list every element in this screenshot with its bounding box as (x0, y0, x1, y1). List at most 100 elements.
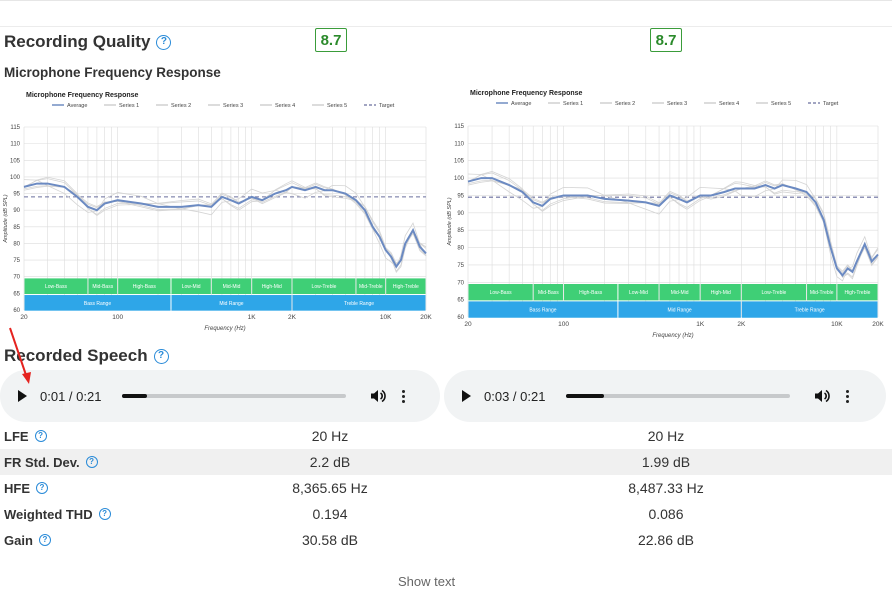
legend-entry: Series 3 (223, 103, 243, 109)
band-label: High-Bass (579, 290, 603, 296)
series-line-average (23, 182, 427, 269)
show-text-link[interactable]: Show text (398, 574, 456, 589)
legend-entry: Series 2 (171, 103, 191, 109)
x-axis-label: Frequency (Hz) (652, 333, 693, 339)
more-options-icon[interactable] (846, 389, 849, 403)
audio-player-right: 0:03 / 0:21 (444, 370, 886, 422)
band-bar (741, 284, 807, 301)
band-label: Low-Treble (312, 284, 337, 290)
band-label: Low-Bass (490, 290, 512, 296)
chart-title: Microphone Frequency Response (26, 92, 139, 99)
y-tick-label: 105 (454, 159, 465, 165)
y-tick-label: 80 (13, 241, 20, 247)
legend-entry: Average (511, 101, 531, 107)
measurement-value-right: 0.086 (648, 506, 684, 522)
y-tick-label: 110 (10, 142, 20, 148)
band-label: Low-Treble (762, 290, 787, 296)
measurement-value-right: 20 Hz (647, 428, 685, 444)
measurement-label: Gain (4, 532, 33, 548)
volume-icon[interactable] (370, 388, 386, 404)
legend-entry: Series 5 (771, 101, 791, 107)
series-line-faint (467, 179, 879, 274)
measurement-value-left: 8,365.65 Hz (292, 480, 368, 496)
measurement-label: FR Std. Dev. (4, 454, 80, 470)
x-tick-label: 20 (20, 314, 28, 321)
legend-entry: Target (823, 101, 839, 107)
help-icon[interactable]: ? (36, 482, 48, 494)
series-line-faint (23, 178, 427, 273)
legend-entry: Series 1 (563, 101, 583, 107)
series-line-faint (467, 171, 879, 280)
recorded-speech-title: Recorded Speech (4, 346, 148, 365)
seek-progress (566, 394, 605, 398)
x-tick-label: 100 (558, 321, 569, 328)
band-label: Mid-Mid (671, 290, 689, 296)
legend-entry: Series 4 (719, 101, 739, 107)
band-label: Low-Mid (182, 284, 201, 290)
measurement-label: HFE (4, 480, 30, 496)
series-line-faint (467, 172, 879, 279)
audio-time: 0:01 / 0:21 (40, 388, 102, 404)
measurement-label: LFE (4, 428, 29, 444)
legend-entry: Target (379, 103, 395, 109)
band-bar (618, 284, 659, 301)
help-icon[interactable]: ? (85, 456, 98, 468)
band-label: Mid-Mid (223, 284, 241, 290)
band-bar (88, 278, 118, 295)
header-divider (0, 26, 892, 27)
band-label: Mid Range (219, 301, 243, 307)
frequency-response-chart-left: Microphone Frequency Response Average Seri… (0, 86, 440, 338)
band-label: Bass Range (84, 301, 111, 307)
help-icon[interactable]: ? (98, 508, 111, 520)
help-icon[interactable]: ? (34, 430, 47, 442)
series-line-average (467, 177, 879, 277)
legend-entry: Series 3 (667, 101, 687, 107)
y-tick-label: 95 (457, 193, 464, 199)
band-bar (533, 284, 564, 301)
band-bar (386, 278, 426, 295)
band-bar (659, 284, 700, 301)
x-tick-label: 1K (248, 314, 257, 321)
band-label: High-Mid (711, 290, 731, 296)
band-label: High-Treble (844, 290, 870, 296)
y-tick-label: 70 (457, 280, 464, 286)
band-label: Mid Range (668, 308, 692, 314)
play-button[interactable] (462, 390, 471, 402)
help-icon[interactable]: ? (153, 348, 169, 364)
band-label: Low-Bass (45, 284, 67, 290)
y-tick-label: 90 (13, 208, 20, 214)
x-tick-label: 2K (737, 321, 746, 328)
band-bar (292, 278, 356, 295)
band-label: High-Treble (393, 284, 419, 290)
y-tick-label: 95 (13, 192, 20, 198)
x-tick-label: 10K (831, 321, 843, 328)
band-bar (252, 278, 292, 295)
seek-bar[interactable] (566, 394, 790, 398)
more-options-icon[interactable] (402, 389, 405, 403)
frequency-response-chart-right: Microphone Frequency Response Average Seri… (443, 84, 888, 342)
series-line-faint (23, 179, 427, 268)
band-label: Treble Range (795, 308, 825, 314)
frequency-response-title: Microphone Frequency Response (4, 65, 221, 80)
help-icon[interactable]: ? (38, 534, 51, 546)
series-line-faint (23, 183, 427, 266)
y-tick-label: 110 (454, 141, 464, 147)
band-label: Bass Range (529, 308, 556, 314)
band-label: High-Bass (133, 284, 157, 290)
y-tick-label: 100 (10, 175, 21, 181)
measurement-row-fr-std-dev: FR Std. Dev.? 2.2 dB 1.99 dB (0, 449, 892, 475)
play-button[interactable] (18, 390, 27, 402)
band-label: Mid-Treble (359, 284, 383, 290)
recording-quality-heading: Recording Quality ? (4, 32, 172, 52)
band-bar (564, 284, 618, 301)
band-bar (24, 278, 88, 295)
measurement-row-lfe: LFE? 20 Hz 20 Hz (0, 423, 892, 449)
chart-title: Microphone Frequency Response (470, 90, 583, 97)
seek-bar[interactable] (122, 394, 346, 398)
y-tick-label: 75 (457, 263, 464, 269)
help-icon[interactable]: ? (156, 34, 172, 50)
volume-icon[interactable] (814, 388, 830, 404)
band-label: Mid-Treble (810, 290, 834, 296)
measurement-value-left: 30.58 dB (301, 532, 359, 548)
band-bar (468, 301, 618, 318)
